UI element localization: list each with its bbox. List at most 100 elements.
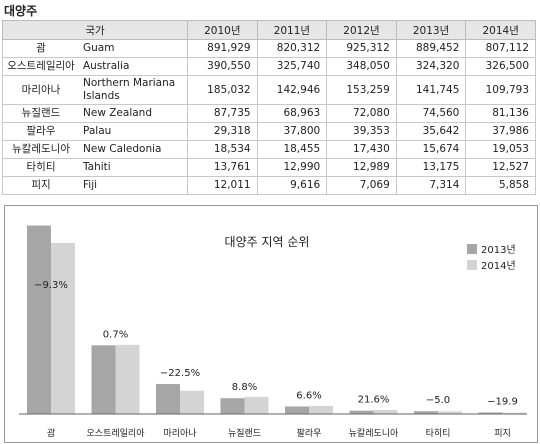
header-2014: 2014년 [465, 20, 536, 40]
visitors-table: 국가 2010년 2011년 2012년 2013년 2014년 괌 Guam … [2, 20, 536, 195]
country-ko: 피지 [2, 176, 79, 195]
table-header-row: 국가 2010년 2011년 2012년 2013년 2014년 [2, 20, 536, 40]
annotation-label: 8.8% [232, 382, 257, 393]
country-en: Tahiti [79, 158, 188, 177]
x-tick-label: 오스트레일리아 [87, 428, 146, 439]
x-tick-label: 마리아나 [163, 428, 196, 439]
value-cell: 72,080 [326, 104, 397, 123]
annotation-label: −19.9 [487, 396, 518, 407]
annotation-label: 6.6% [296, 390, 321, 401]
value-cell: 74,560 [395, 104, 467, 123]
country-en: Fiji [79, 176, 188, 195]
bar-2014년-7 [502, 412, 527, 414]
x-tick-label: 타히티 [426, 428, 451, 439]
bar-2014년-5 [373, 409, 398, 414]
country-en: Northern Mariana Islands [79, 75, 188, 105]
value-cell: 325,740 [256, 57, 328, 76]
value-cell: 348,050 [326, 57, 397, 76]
value-cell: 18,455 [256, 140, 328, 159]
value-cell: 889,452 [395, 39, 467, 58]
value-cell: 19,053 [465, 140, 536, 159]
country-en: New Caledonia [79, 140, 188, 159]
header-2012: 2012년 [326, 20, 397, 40]
value-cell: 141,745 [395, 75, 467, 105]
table-row: 마리아나 Northern Mariana Islands 185,032 14… [2, 75, 536, 105]
value-cell: 326,500 [465, 57, 536, 76]
bar-2013년-7 [478, 412, 503, 414]
header-2013: 2013년 [395, 20, 467, 40]
table-row: 뉴칼레도니아 New Caledonia 18,534 18,455 17,43… [2, 140, 536, 159]
chart-panel: 대양주 지역 순위 −9.3% 괌 0.7% 오스트레일리아 −22.5% 마리아나 8.8%… [4, 205, 538, 443]
annotation-label: −22.5% [160, 368, 200, 379]
bar-2013년-1 [91, 345, 116, 414]
country-en: Australia [79, 57, 188, 76]
legend-swatch-2014년 [467, 260, 477, 270]
bar-2013년-3 [220, 398, 245, 414]
country-ko: 마리아나 [2, 75, 79, 105]
value-cell: 13,761 [187, 158, 258, 177]
header-2011: 2011년 [256, 20, 328, 40]
country-ko: 팔라우 [2, 122, 79, 141]
country-en: Guam [79, 39, 188, 58]
value-cell: 81,136 [465, 104, 536, 123]
bar-chart: 대양주 지역 순위 −9.3% 괌 0.7% 오스트레일리아 −22.5% 마리아나 8.8%… [19, 225, 527, 439]
x-tick-label: 괌 [47, 427, 55, 439]
value-cell: 12,990 [256, 158, 328, 177]
bar-2014년-0 [51, 242, 75, 414]
value-cell: 807,112 [465, 39, 536, 58]
legend-label: 2013년 [481, 244, 516, 256]
country-ko: 오스트레일리아 [2, 57, 79, 76]
country-en: New Zealand [79, 104, 188, 123]
header-2010: 2010년 [187, 20, 258, 40]
value-cell: 153,259 [326, 75, 397, 105]
value-cell: 35,642 [395, 122, 467, 141]
chart-title: 대양주 지역 순위 [225, 235, 310, 249]
x-tick-label: 뉴칼레도니아 [349, 428, 399, 439]
bar-2014년-4 [309, 405, 333, 414]
table-row: 오스트레일리아 Australia 390,550 325,740 348,05… [2, 57, 536, 76]
value-cell: 87,735 [187, 104, 258, 123]
value-cell: 9,616 [256, 176, 328, 195]
table-row: 팔라우 Palau 29,318 37,800 39,353 35,642 37… [2, 122, 536, 141]
header-country: 국가 [2, 20, 188, 40]
country-ko: 뉴질랜드 [2, 104, 79, 123]
value-cell: 5,858 [465, 176, 536, 195]
annotation-label: −5.0 [426, 395, 450, 406]
annotation-label: 0.7% [103, 329, 128, 340]
table-row: 타히티 Tahiti 13,761 12,990 12,989 13,175 1… [2, 158, 536, 177]
table-row: 괌 Guam 891,929 820,312 925,312 889,452 8… [2, 39, 536, 58]
x-tick-label: 뉴질랜드 [228, 427, 261, 439]
table-row: 피지 Fiji 12,011 9,616 7,069 7,314 5,858 [2, 176, 536, 195]
table-row: 뉴질랜드 New Zealand 87,735 68,963 72,080 74… [2, 104, 536, 123]
value-cell: 68,963 [256, 104, 328, 123]
country-ko: 괌 [2, 39, 79, 58]
value-cell: 925,312 [326, 39, 397, 58]
value-cell: 185,032 [187, 75, 258, 105]
value-cell: 142,946 [256, 75, 328, 105]
country-en: Palau [79, 122, 188, 141]
bar-2013년-6 [414, 411, 438, 414]
legend-swatch-2013년 [467, 244, 477, 254]
value-cell: 891,929 [187, 39, 258, 58]
value-cell: 7,314 [395, 176, 467, 195]
annotation-label: −9.3% [34, 280, 68, 291]
bar-2014년-2 [180, 390, 204, 414]
value-cell: 13,175 [395, 158, 467, 177]
bar-2014년-6 [438, 411, 462, 414]
bar-2013년-4 [285, 406, 309, 414]
value-cell: 12,527 [465, 158, 536, 177]
value-cell: 18,534 [187, 140, 258, 159]
annotation-label: 21.6% [358, 395, 390, 406]
country-ko: 타히티 [2, 158, 79, 177]
value-cell: 7,069 [326, 176, 397, 195]
value-cell: 15,674 [395, 140, 467, 159]
legend-label: 2014년 [481, 260, 516, 272]
x-tick-label: 팔라우 [297, 427, 322, 439]
bar-2013년-0 [27, 225, 51, 414]
value-cell: 17,430 [326, 140, 397, 159]
bar-2014년-1 [115, 344, 140, 414]
bar-2013년-2 [156, 383, 180, 414]
value-cell: 37,800 [256, 122, 328, 141]
value-cell: 37,986 [465, 122, 536, 141]
country-ko: 뉴칼레도니아 [2, 140, 79, 159]
